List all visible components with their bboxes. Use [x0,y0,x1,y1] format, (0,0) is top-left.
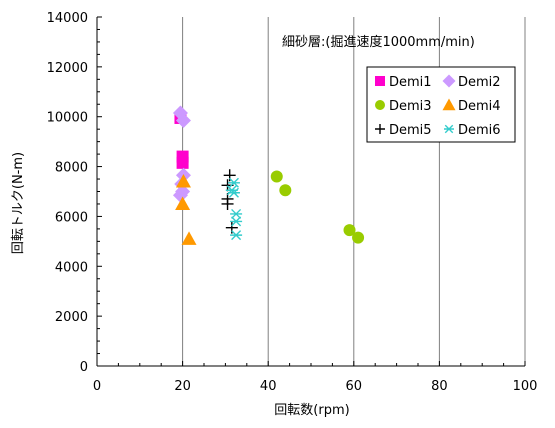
y-tick-label: 8000 [55,161,88,176]
x-tick-label: 20 [174,379,191,394]
data-point-demi2 [172,187,188,203]
legend-label-demi5: Demi5 [389,123,432,138]
x-tick-label: 100 [513,379,538,394]
data-point-demi2 [175,112,191,128]
x-tick-label: 60 [346,379,363,394]
legend-marker-demi5 [375,124,385,134]
legend-label-demi1: Demi1 [389,75,432,90]
data-point-demi6 [227,177,240,188]
legend-marker-demi4 [442,98,456,111]
legend-marker-demi3 [375,100,385,110]
y-axis-label: 回転トルク(N-m) [11,152,26,254]
data-point-demi6 [230,216,243,227]
legend-box [366,66,516,143]
data-point-demi4 [175,174,191,188]
x-tick-label: 0 [93,379,101,394]
legend-marker-demi1 [375,76,385,86]
data-point-demi3 [270,170,283,183]
chart-annotation: 細砂層:(掘進速度1000mm/min) [282,34,475,50]
y-tick-label: 10000 [47,111,88,126]
y-tick-label: 6000 [55,210,88,225]
legend-marker-demi6 [444,124,454,134]
data-point-demi4 [175,196,191,210]
legend-label-demi4: Demi4 [458,99,501,114]
x-tick-label: 80 [431,379,448,394]
y-tick-label: 4000 [55,260,88,275]
legend-marker-demi2 [442,74,456,88]
y-tick-label: 14000 [47,11,88,26]
legend-label-demi2: Demi2 [458,75,501,90]
legend-items: Demi1 Demi2 Demi3 Demi4 Demi5 Demi6 [375,74,501,138]
data-points [172,105,365,245]
legend: Demi1 Demi2 Demi3 Demi4 Demi5 Demi6 [366,66,516,143]
tick-labels: 0 2000 4000 6000 8000 10000 12000 14000 0 20 40 60 8… [47,11,538,394]
data-point-demi3 [343,224,356,237]
data-point-demi4 [181,231,197,245]
data-point-demi5 [225,221,238,234]
x-tick-label: 40 [260,379,277,394]
axes [96,16,526,367]
legend-label-demi3: Demi3 [389,99,432,114]
data-point-demi6 [230,230,243,241]
data-point-demi1 [176,156,189,169]
y-tick-label: 0 [80,360,88,375]
data-point-demi5 [223,169,236,182]
y-tick-label: 2000 [55,310,88,325]
data-point-demi6 [227,187,240,198]
data-point-demi3 [352,231,365,244]
y-tick-label: 12000 [47,61,88,76]
data-point-demi5 [221,197,234,210]
data-point-demi6 [230,208,243,219]
legend-label-demi6: Demi6 [458,123,501,138]
x-axis-label: 回転数(rpm) [274,403,349,418]
data-point-demi3 [279,184,292,197]
